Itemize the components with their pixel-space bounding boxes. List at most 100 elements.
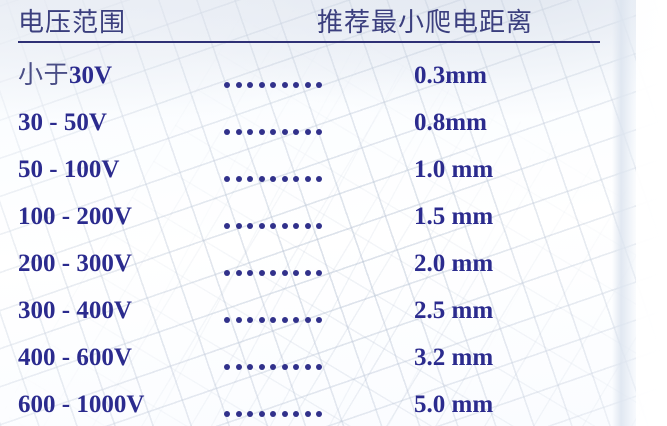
leader-dot [247, 176, 253, 182]
leader-dot [224, 129, 230, 135]
table-body: 小于30V 0.3mm 30 - 50V 0.8mm 50 - 100V 1.0 mm 10… [0, 55, 667, 426]
voltage-range-cell: 300 - 400V [18, 290, 132, 337]
leader-dot [247, 317, 253, 323]
voltage-range-value: 400 - 600V [18, 344, 132, 371]
table-row: 小于30V 0.3mm [0, 55, 667, 102]
leader-dot [235, 270, 242, 276]
leader-dot [293, 411, 299, 417]
leader-dot [304, 270, 311, 276]
leader-dot [304, 82, 311, 88]
voltage-range-cell: 100 - 200V [18, 196, 132, 243]
leader-dot [235, 176, 242, 182]
voltage-range-value: 100 - 200V [18, 203, 132, 230]
creepage-distance-cell: 0.8mm [414, 109, 487, 136]
voltage-range-value: 300 - 400V [18, 297, 132, 324]
leader-dot [258, 364, 265, 370]
leader-dot [224, 223, 230, 229]
voltage-range-cell: 50 - 100V [18, 149, 119, 196]
voltage-range-cell: 30 - 50V [18, 102, 107, 149]
leader-dot [258, 223, 265, 229]
leader-dot [293, 223, 299, 229]
table-row: 50 - 100V 1.0 mm [0, 149, 667, 196]
dot-leader [224, 128, 322, 136]
dot-leader [224, 175, 322, 183]
voltage-range-cell: 小于30V [18, 55, 112, 102]
leader-dot [258, 176, 265, 182]
leader-dot [235, 129, 242, 135]
leader-dot [235, 364, 242, 370]
leader-dot [270, 364, 276, 370]
leader-dot [224, 176, 230, 182]
table-row: 30 - 50V 0.8mm [0, 102, 667, 149]
right-edge-band [612, 0, 638, 426]
dot-leader [224, 269, 322, 277]
dot-leader [224, 410, 322, 418]
leader-dot [258, 317, 265, 323]
leader-dot [304, 411, 311, 417]
voltage-range-value: 50 - 100V [18, 156, 120, 183]
creepage-distance-cell: 3.2 mm [414, 344, 494, 371]
leader-dot [235, 82, 242, 88]
leader-dot [281, 270, 288, 276]
leader-dot [247, 411, 253, 417]
leader-dot [316, 223, 322, 229]
leader-dot [247, 129, 253, 135]
voltage-range-value: 30V [69, 62, 113, 89]
leader-dot [224, 82, 230, 88]
creepage-distance-cell: 1.0 mm [414, 156, 494, 183]
table-row: 200 - 300V 2.0 mm [0, 243, 667, 290]
creepage-distance-cell: 5.0 mm [414, 391, 494, 418]
leader-dot [304, 129, 311, 135]
leader-dot [270, 176, 276, 182]
leader-dot [281, 411, 288, 417]
leader-dot [247, 364, 253, 370]
creepage-distance-cell: 0.3mm [414, 62, 487, 89]
leader-dot [281, 317, 288, 323]
leader-dot [281, 364, 288, 370]
leader-dot [304, 223, 311, 229]
leader-dot [316, 317, 322, 323]
voltage-range-cell: 200 - 300V [18, 243, 132, 290]
leader-dot [281, 176, 288, 182]
leader-dot [235, 317, 242, 323]
leader-dot [224, 364, 230, 370]
leader-dot [270, 270, 276, 276]
voltage-range-cell: 600 - 1000V [18, 384, 144, 426]
leader-dot [270, 223, 276, 229]
leader-dot [235, 223, 242, 229]
leader-dot [316, 129, 322, 135]
table-row: 300 - 400V 2.5 mm [0, 290, 667, 337]
leader-dot [293, 82, 299, 88]
leader-dot [224, 317, 230, 323]
leader-dot [247, 223, 253, 229]
leader-dot [270, 129, 276, 135]
leader-dot [293, 176, 299, 182]
voltage-range-value: 600 - 1000V [18, 391, 145, 418]
dot-leader [224, 316, 322, 324]
leader-dot [316, 411, 322, 417]
leader-dot [270, 411, 276, 417]
creepage-distance-cell: 2.0 mm [414, 250, 494, 277]
creepage-distance-cell: 1.5 mm [414, 203, 494, 230]
table-row: 600 - 1000V 5.0 mm [0, 384, 667, 426]
leader-dot [258, 411, 265, 417]
dot-leader [224, 222, 322, 230]
creepage-distance-cell: 2.5 mm [414, 297, 494, 324]
dot-leader [224, 363, 322, 371]
leader-dot [316, 270, 322, 276]
dot-leader [224, 81, 322, 89]
leader-dot [316, 176, 322, 182]
leader-dot [304, 364, 311, 370]
leader-dot [316, 364, 322, 370]
table-header: 电压范围 推荐最小爬电距离 [18, 4, 618, 44]
right-edge-highlight [636, 0, 667, 426]
table-row: 100 - 200V 1.5 mm [0, 196, 667, 243]
leader-dot [224, 270, 230, 276]
leader-dot [293, 317, 299, 323]
leader-dot [247, 270, 253, 276]
leader-dot [281, 129, 288, 135]
leader-dot [304, 176, 311, 182]
